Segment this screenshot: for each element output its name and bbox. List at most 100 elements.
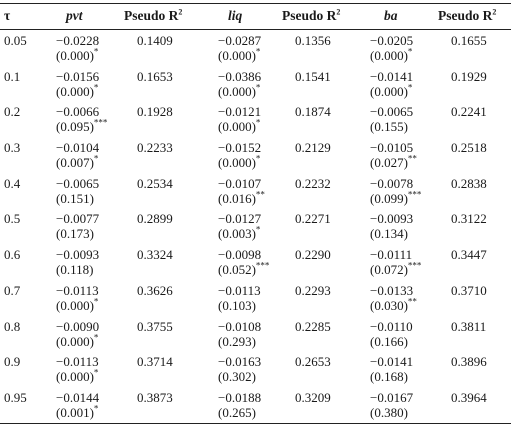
header-liq: liq — [228, 8, 243, 23]
pvt-pvalue-cell-value: (0.000) — [56, 333, 94, 349]
pseudo-r2-ba-cell: 0.2838 — [451, 176, 487, 191]
pseudo-r2-ba-cell-value: 0.3122 — [451, 211, 487, 227]
pvt-coef-cell-value: −0.0093 — [56, 247, 100, 263]
pvt-pvalue-cell-value: (0.000) — [56, 297, 94, 313]
ba-coef-cell: −0.0065 — [370, 104, 413, 119]
ba-pvalue-cell-value: (0.380) — [370, 404, 408, 420]
tau-cell: 0.5 — [4, 211, 20, 226]
pvt-pvalue-cell: (0.118) — [56, 262, 93, 277]
table-row: 0.6 −0.0093 (0.118) 0.3324 −0.0098 (0.052)***… — [0, 247, 511, 283]
ba-coef-cell: −0.0093 — [370, 211, 413, 226]
liq-pvalue-cell-value: (0.000) — [218, 119, 256, 135]
significance-marker: * — [93, 332, 99, 343]
header-pseudo-r2-pvt-label: Pseudo R — [124, 8, 179, 23]
liq-pvalue-cell-value: (0.000) — [218, 83, 256, 99]
pseudo-r2-liq-cell-value: 0.3209 — [295, 389, 331, 405]
pseudo-r2-pvt-cell-value: 0.3626 — [137, 282, 173, 298]
header-pseudo-r2-ba-label: Pseudo R — [438, 8, 493, 23]
pseudo-r2-ba-cell-value: 0.3964 — [451, 389, 487, 405]
ba-pvalue-cell: (0.000)* — [370, 83, 412, 99]
table-row: 0.7 −0.0113 (0.000)* 0.3626 −0.0113 (0.103) 0.… — [0, 283, 511, 319]
pseudo-r2-pvt-cell: 0.1653 — [137, 69, 173, 84]
pseudo-r2-pvt-cell: 0.3626 — [137, 283, 173, 298]
ba-pvalue-cell: (0.072)*** — [370, 261, 421, 277]
pseudo-r2-liq-cell: 0.1874 — [295, 104, 331, 119]
tau-cell-value: 0.1 — [4, 68, 21, 84]
pseudo-r2-ba-cell-value: 0.3710 — [451, 282, 487, 298]
header-pseudo-r2-pvt-sup: 2 — [178, 7, 183, 17]
pseudo-r2-pvt-cell-value: 0.2899 — [137, 211, 173, 227]
ba-coef-cell: −0.0133 — [370, 283, 413, 298]
table-row: 0.8 −0.0090 (0.000)* 0.3755 −0.0108 (0.293) 0.… — [0, 319, 511, 355]
pseudo-r2-ba-cell-value: 0.3447 — [451, 247, 487, 263]
pseudo-r2-ba-cell-value: 0.1929 — [451, 68, 487, 84]
significance-marker: *** — [93, 118, 108, 129]
tau-cell-value: 0.05 — [4, 33, 27, 48]
pseudo-r2-liq-cell-value: 0.2653 — [295, 354, 331, 370]
significance-marker: * — [93, 82, 99, 93]
pseudo-r2-liq-cell: 0.3209 — [295, 390, 331, 405]
liq-pvalue-cell: (0.265) — [218, 405, 256, 420]
tau-cell-value: 0.95 — [4, 389, 27, 405]
ba-pvalue-cell: (0.027)** — [370, 154, 417, 170]
pseudo-r2-ba-cell: 0.1655 — [451, 33, 487, 48]
header-pseudo-r2-ba: Pseudo R2 — [438, 8, 496, 24]
pseudo-r2-ba-cell-value: 0.2241 — [451, 104, 487, 120]
liq-coef-cell: −0.0188 — [218, 390, 261, 405]
pseudo-r2-ba-cell: 0.3896 — [451, 354, 487, 369]
pvt-coef-cell-value: −0.0104 — [56, 140, 100, 156]
pseudo-r2-pvt-cell-value: 0.2534 — [137, 175, 173, 191]
pseudo-r2-ba-cell-value: 0.2518 — [451, 140, 487, 156]
pvt-coef-cell-value: −0.0113 — [56, 354, 99, 370]
ba-coef-cell-value: −0.0078 — [370, 175, 414, 191]
pvt-pvalue-cell-value: (0.095) — [56, 119, 94, 135]
pseudo-r2-ba-cell: 0.3447 — [451, 247, 487, 262]
pseudo-r2-pvt-cell-value: 0.3714 — [137, 354, 173, 370]
tau-cell-value: 0.9 — [4, 354, 21, 370]
pseudo-r2-ba-cell-value: 0.3896 — [451, 354, 487, 370]
pseudo-r2-ba-cell: 0.3710 — [451, 283, 487, 298]
ba-coef-cell: −0.0141 — [370, 354, 413, 369]
ba-coef-cell: −0.0141 — [370, 69, 413, 84]
ba-pvalue-cell-value: (0.168) — [370, 369, 408, 385]
table-row: 0.5 −0.0077 (0.173) 0.2899 −0.0127 (0.003)* 0.… — [0, 211, 511, 247]
ba-pvalue-cell-value: (0.134) — [370, 226, 408, 242]
pseudo-r2-pvt-cell-value: 0.2233 — [137, 140, 173, 156]
pseudo-r2-pvt-cell: 0.2233 — [137, 140, 173, 155]
pseudo-r2-liq-cell-value: 0.2285 — [295, 318, 331, 334]
pvt-coef-cell: −0.0228 — [56, 33, 99, 48]
pseudo-r2-pvt-cell-value: 0.3755 — [137, 318, 173, 334]
liq-pvalue-cell-value: (0.052) — [218, 262, 256, 278]
pvt-coef-cell: −0.0090 — [56, 319, 99, 334]
table-row: 0.95 −0.0144 (0.001)* 0.3873 −0.0188 (0.265) 0… — [0, 390, 511, 426]
header-ba: ba — [384, 8, 398, 23]
liq-coef-cell: −0.0098 — [218, 247, 261, 262]
pvt-coef-cell: −0.0144 — [56, 390, 99, 405]
significance-marker: * — [255, 153, 261, 164]
pvt-pvalue-cell: (0.001)* — [56, 404, 98, 420]
pvt-pvalue-cell: (0.151) — [56, 191, 94, 206]
pvt-coef-cell: −0.0077 — [56, 211, 99, 226]
significance-marker: *** — [407, 189, 422, 200]
pseudo-r2-liq-cell: 0.2290 — [295, 247, 331, 262]
ba-pvalue-cell: (0.099)*** — [370, 189, 422, 206]
pseudo-r2-ba-cell-value: 0.1655 — [451, 33, 487, 48]
ba-coef-cell-value: −0.0110 — [370, 318, 413, 334]
pseudo-r2-liq-cell-value: 0.2271 — [295, 211, 331, 227]
ba-coef-cell: −0.0167 — [370, 390, 413, 405]
ba-coef-cell-value: −0.0093 — [370, 211, 414, 227]
ba-pvalue-cell-value: (0.000) — [370, 48, 408, 63]
pvt-pvalue-cell: (0.000)* — [56, 297, 98, 313]
pvt-coef-cell-value: −0.0090 — [56, 318, 100, 334]
pvt-coef-cell-value: −0.0113 — [56, 282, 99, 298]
pseudo-r2-liq-cell: 0.2293 — [295, 283, 331, 298]
pvt-pvalue-cell-value: (0.151) — [56, 190, 94, 206]
pvt-coef-cell-value: −0.0077 — [56, 211, 100, 227]
table-body: 0.05 −0.0228 (0.000)* 0.1409 −0.0287 (0.000)*… — [0, 33, 511, 426]
liq-coef-cell: −0.0107 — [218, 176, 261, 191]
pseudo-r2-liq-cell: 0.1356 — [295, 33, 331, 48]
liq-pvalue-cell: (0.052)*** — [218, 261, 269, 278]
liq-coef-cell-value: −0.0152 — [218, 140, 262, 156]
liq-coef-cell-value: −0.0127 — [218, 211, 262, 227]
